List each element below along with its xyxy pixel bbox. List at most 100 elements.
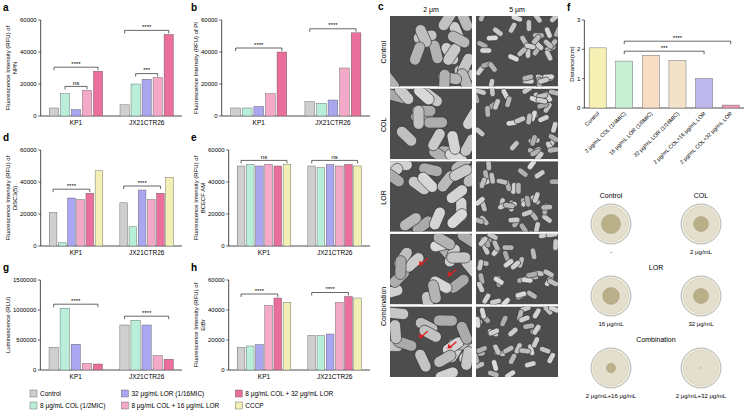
axis-title: Fluorescence Intensity (RFU) ofBCECF AM <box>193 155 206 240</box>
bar: 32 μg/mL LOR (1/16MIC) <box>256 166 264 246</box>
sem-cell <box>507 326 520 338</box>
legend-swatch <box>235 402 242 409</box>
y-tick <box>38 52 41 53</box>
sem-cell <box>504 369 517 377</box>
sem-background <box>476 306 558 377</box>
sem-cell <box>537 114 550 124</box>
bar: 8 μg/mL COL + 16 μg/mL LOR <box>340 68 350 116</box>
sem-cell <box>507 21 518 34</box>
sem-cell <box>390 307 409 320</box>
sem-cell <box>521 73 534 81</box>
bar: 8 μg/mL COL + 16 μg/mL LOR <box>265 164 273 246</box>
legend-swatch <box>235 390 242 397</box>
sem-cell <box>476 216 485 225</box>
sem-cell <box>531 307 542 320</box>
sem-cell <box>547 133 558 144</box>
y-tick-label: 0 <box>33 113 37 119</box>
motility-zone <box>700 367 702 369</box>
bar: 8 μg/mL COL + 32 μg/mL LOR <box>164 34 173 116</box>
sem-cell <box>503 202 516 209</box>
motility-zone <box>603 288 620 305</box>
sem-cell <box>485 105 491 117</box>
y-tick-label: 1 <box>577 76 581 82</box>
bar: 8 μg/mL COL + 32 μg/mL LOR <box>157 193 165 246</box>
bar: 8 μg/mL COL + 32 μg/mL LOR <box>345 164 353 246</box>
sem-cell <box>548 16 558 24</box>
bar: 8 μg/mL COL (1/2MIC) <box>129 227 137 246</box>
plot-marks: ControlControl8 μg/mL COL (1/2MIC)8 μg/m… <box>237 164 361 246</box>
sem-cell <box>516 182 522 194</box>
bar: 8 μg/mL COL + 32 μg/mL LOR <box>164 359 173 370</box>
sem-cell <box>428 205 447 231</box>
significance-bracket <box>125 30 169 33</box>
y-tick <box>226 246 229 247</box>
sem-cell <box>535 97 548 105</box>
petri-agar <box>594 351 629 386</box>
motility-zone <box>693 288 708 303</box>
y-axis <box>228 280 229 370</box>
axis-title-line: Fluorescence Intensity (RFU) of PI <box>193 22 199 114</box>
significance-label: **** <box>255 288 265 294</box>
plot-marks: ControlControl8 μg/mL COL (1/2MIC)8 μg/m… <box>49 34 173 116</box>
significance-label: **** <box>328 22 338 28</box>
sem-cell <box>546 277 558 287</box>
axis-title-line: Fluorescence Intensity (RFU) of <box>193 282 199 367</box>
significance-bracket <box>65 86 87 89</box>
legend-label: Control <box>40 390 62 397</box>
sem-cell <box>487 61 499 74</box>
group-label: JX21CTR26 <box>317 249 353 256</box>
sem-background <box>390 16 472 87</box>
bar: 32 μg/mL LOR (1/16MIC) <box>68 198 76 246</box>
sem-cell <box>530 247 538 260</box>
significance-label: **** <box>673 35 683 41</box>
sem-image <box>390 234 472 305</box>
y-tick <box>226 182 229 183</box>
sem-arrowhead <box>419 261 424 266</box>
bar: 8 μg/mL COL + 32 μg/mL LOR <box>93 364 102 370</box>
sem-cell <box>522 323 535 330</box>
legend-label: 32 μg/mL LOR (1/16MIC) <box>131 390 204 398</box>
bar: Control <box>231 108 241 116</box>
y-tick-label: 60000 <box>208 147 225 153</box>
x-tick-label: 2 μg/mL COL+32 μg/mL LOR <box>679 110 734 165</box>
sem-image <box>390 161 472 232</box>
sem-cell <box>446 130 462 156</box>
sem-cell <box>496 178 509 186</box>
y-tick-label: 1500000 <box>13 277 37 283</box>
group-label: JX21CTR26 <box>315 119 351 126</box>
sem-image <box>390 16 472 87</box>
significance-bracket <box>53 189 90 192</box>
bar: 32 μg/mL LOR (1/16MIC) <box>142 325 151 370</box>
legend-swatch <box>30 390 37 397</box>
sem-cell <box>514 290 527 298</box>
sem-cell <box>395 255 407 279</box>
sem-cell <box>411 89 436 108</box>
sem-cell <box>546 234 558 238</box>
sem-cell <box>427 279 443 305</box>
plot-marks: ControlControl8 μg/mL COL (1/2MIC)8 μg/m… <box>237 297 361 371</box>
sem-cell <box>476 352 480 365</box>
sem-cell <box>537 76 550 85</box>
legend-swatch <box>121 390 128 397</box>
significance-bracket <box>241 160 287 163</box>
sem-cell <box>455 16 472 33</box>
sem-cell <box>529 134 538 147</box>
bar <box>722 105 739 108</box>
significance-bracket <box>124 316 168 319</box>
significance-bracket <box>54 67 98 70</box>
axis-title: Fluorescence Intensity (RFU) ofDiSC3(5) <box>5 155 18 240</box>
significance-bracket <box>236 48 282 51</box>
bar: 32 μg/mL LOR (1/16MIC) <box>142 79 151 116</box>
sem-cell <box>491 239 501 252</box>
sem-image <box>390 89 472 160</box>
axis-title-line: Fluorescence Intensity (RFU) of <box>193 155 199 240</box>
bar: 8 μg/mL COL + 32 μg/mL LOR <box>274 298 282 370</box>
x-tick-label: Control <box>584 110 601 127</box>
axis-title-line: DiSC3(5) <box>12 186 18 211</box>
sem-cell <box>549 179 558 185</box>
dish-group-label: COL <box>694 192 709 199</box>
bar: 32 μg/mL LOR (1/16MIC) <box>71 110 80 116</box>
sem-cell <box>526 161 538 171</box>
sem-background <box>476 16 558 87</box>
sem-cell <box>455 320 472 346</box>
